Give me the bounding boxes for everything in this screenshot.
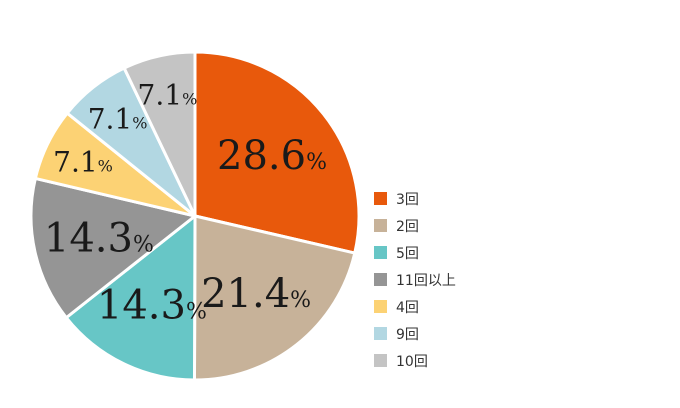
legend-swatch-6: [374, 327, 387, 340]
pie-slice-7: [122, 50, 197, 217]
pie-slice-3: [64, 212, 197, 382]
slice-value-label-7: 7.1%: [138, 79, 198, 112]
pie-slice-1: [193, 50, 361, 255]
legend-label-2: 2回: [396, 219, 419, 235]
legend-label-4: 11回以上: [396, 273, 456, 289]
legend-label-1: 3回: [396, 192, 419, 208]
legend-label-7: 10回: [396, 354, 428, 370]
slice-value-label-6: 7.1%: [88, 102, 148, 135]
legend-label-3: 5回: [396, 246, 419, 262]
slice-value-label-3: 14.3%: [97, 283, 207, 329]
slice-value-label-2: 21.4%: [201, 271, 311, 317]
legend-swatch-4: [374, 273, 387, 286]
slice-value-label-5: 7.1%: [53, 145, 113, 178]
legend-swatch-1: [374, 192, 387, 205]
legend-label-6: 9回: [396, 327, 419, 343]
legend-swatch-2: [374, 219, 387, 232]
pie-value-labels: 28.6%21.4%14.3%14.3%7.1%7.1%7.1%: [44, 79, 327, 329]
pie-slice-4: [29, 176, 199, 320]
pie-slices: [29, 50, 361, 382]
legend-swatch-3: [374, 246, 387, 259]
slice-value-label-4: 14.3%: [44, 215, 154, 261]
legend-label-5: 4回: [396, 300, 419, 316]
legend: 3回 2回 5回 11回以上 4回 9回 10回: [374, 192, 456, 370]
slice-value-label-1: 28.6%: [217, 133, 327, 179]
legend-swatch-5: [374, 300, 387, 313]
legend-swatch-7: [374, 354, 387, 367]
pie-slice-2: [192, 214, 357, 382]
